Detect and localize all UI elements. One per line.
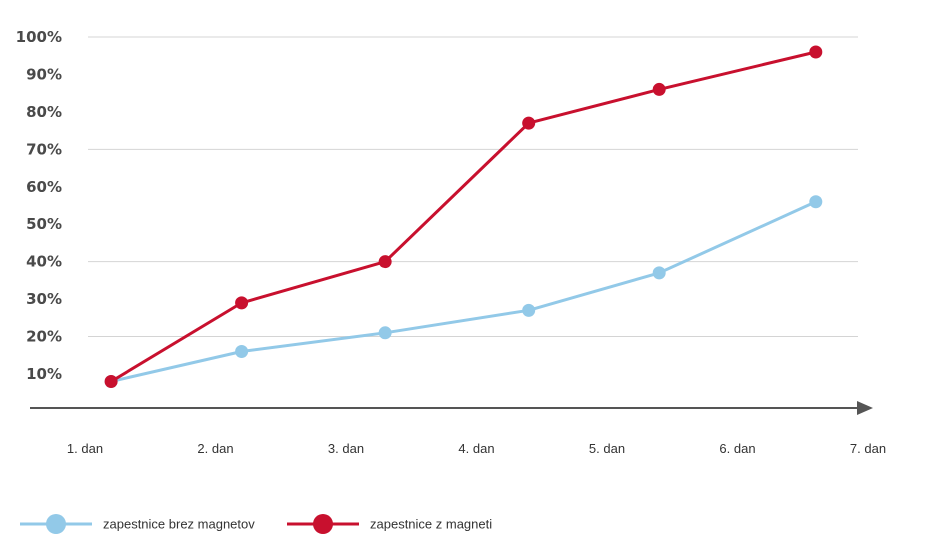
data-point (104, 374, 118, 388)
data-point (235, 345, 249, 359)
legend-marker (46, 514, 66, 534)
legend: zapestnice brez magnetov zapestnice z mag… (20, 514, 492, 534)
x-tick-label: 3. dan (328, 441, 364, 456)
legend-item: zapestnice brez magnetov (20, 514, 255, 534)
y-tick-label: 40% (26, 253, 62, 271)
series-line (110, 50, 817, 383)
series-line (110, 200, 817, 383)
x-tick-label: 4. dan (458, 441, 494, 456)
series-2 (104, 45, 823, 388)
series-1 (104, 195, 823, 388)
y-tick-label: 90% (26, 65, 62, 83)
series-layer (104, 45, 823, 388)
legend-item: zapestnice z magneti (287, 514, 492, 534)
data-point (235, 296, 249, 310)
data-point (522, 116, 536, 130)
y-tick-label: 60% (26, 178, 62, 196)
y-axis-tick-labels: 10% 20% 30% 40% 50% 60% 70% 80% 90% 100% (16, 28, 62, 383)
x-axis (30, 401, 873, 415)
data-point (652, 82, 666, 96)
legend-label: zapestnice brez magnetov (103, 517, 255, 532)
y-tick-label: 70% (26, 140, 62, 158)
x-axis-tick-labels: 1. dan 2. dan 3. dan 4. dan 5. dan 6. dan 7. d… (67, 441, 886, 456)
x-tick-label: 1. dan (67, 441, 103, 456)
y-tick-label: 30% (26, 290, 62, 308)
x-tick-label: 7. dan (850, 441, 886, 456)
y-tick-label: 100% (16, 28, 62, 46)
data-point (378, 326, 392, 340)
x-tick-label: 5. dan (589, 441, 625, 456)
grid-lines (88, 36, 858, 338)
x-tick-label: 6. dan (719, 441, 755, 456)
legend-label: zapestnice z magneti (370, 517, 492, 532)
y-tick-label: 10% (26, 365, 62, 383)
y-tick-label: 20% (26, 328, 62, 346)
x-tick-label: 2. dan (197, 441, 233, 456)
data-point (522, 303, 536, 317)
x-axis-arrow-icon (857, 401, 873, 415)
legend-marker (313, 514, 333, 534)
data-point (652, 266, 666, 280)
y-tick-label: 50% (26, 215, 62, 233)
data-point (809, 45, 823, 59)
data-point (378, 255, 392, 269)
y-tick-label: 80% (26, 103, 62, 121)
data-point (809, 195, 823, 209)
